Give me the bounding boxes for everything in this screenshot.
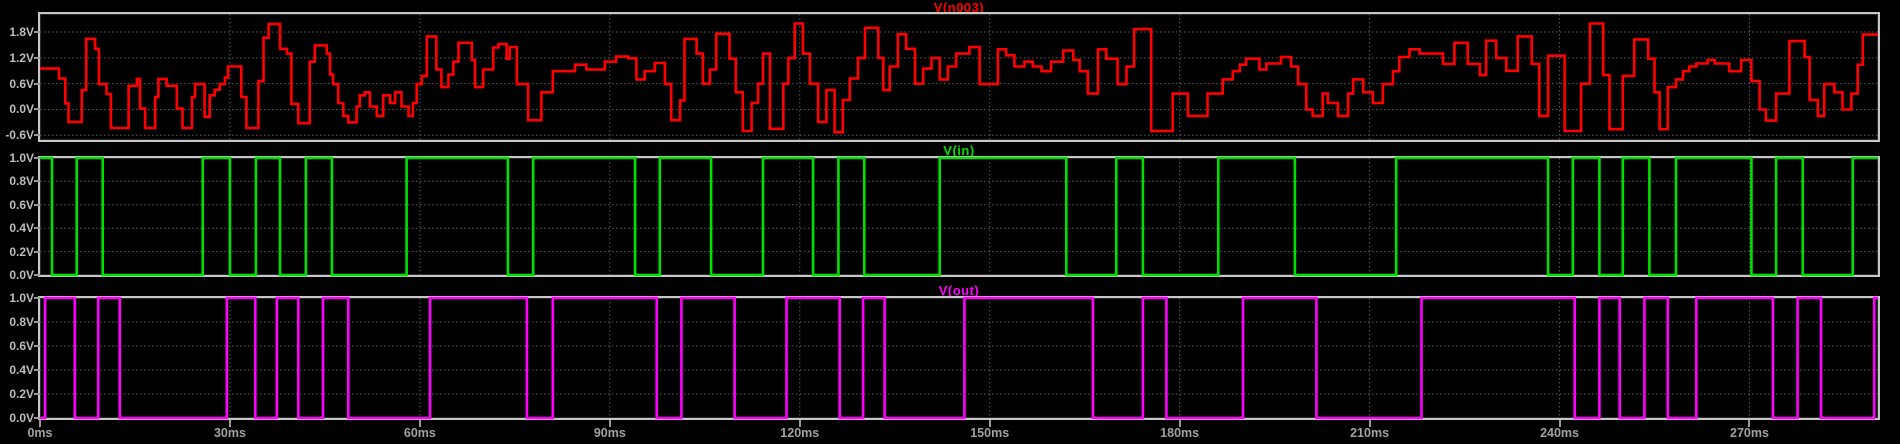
- y-axis-tick-label: 1.2V: [9, 50, 34, 65]
- y-axis-tick-label: -0.6V: [5, 128, 34, 143]
- y-axis-tick-mark: [34, 108, 40, 111]
- y-axis-tick-mark: [34, 56, 40, 59]
- x-axis-tick-label: 30ms: [213, 426, 246, 440]
- x-axis-tick-label: 180ms: [1160, 426, 1200, 440]
- waveform-vin[interactable]: [40, 156, 1878, 277]
- y-axis-tick-mark: [34, 31, 40, 34]
- y-axis-tick-mark: [34, 180, 40, 183]
- x-axis-tick-mark: [39, 420, 41, 427]
- y-axis-tick-label: 0.2V: [9, 244, 34, 259]
- x-axis-tick-label: 240ms: [1540, 426, 1579, 440]
- trace-title-vin: V(in): [943, 143, 975, 158]
- y-axis-tick-mark: [34, 250, 40, 253]
- y-axis-tick-label: 1.0V: [9, 291, 34, 305]
- plot-pane-vn003[interactable]: [38, 12, 1880, 142]
- y-axis-tick-label: 0.4V: [9, 363, 34, 377]
- y-axis-tick-mark: [34, 82, 40, 85]
- x-axis-tick-mark: [1368, 420, 1371, 427]
- waveform-vout[interactable]: [40, 296, 1878, 420]
- y-axis-tick-label: 0.0V: [9, 102, 34, 117]
- trace-title-vn003: V(n003): [933, 0, 985, 15]
- y-axis-tick-label: 0.0V: [9, 411, 34, 425]
- waveform-vn003[interactable]: [40, 14, 1878, 140]
- y-axis-tick-mark: [34, 417, 40, 419]
- x-axis-tick-mark: [1558, 420, 1561, 427]
- y-axis-tick-mark: [34, 134, 40, 137]
- y-axis-tick-label: 1.8V: [9, 25, 34, 40]
- trace-V(out): [40, 296, 1878, 420]
- y-axis-tick-label: 0.8V: [9, 315, 34, 329]
- x-axis-tick-label: 150ms: [970, 426, 1010, 440]
- x-axis-tick-label: 270ms: [1730, 426, 1769, 440]
- x-axis-tick-label: 120ms: [780, 426, 820, 440]
- trace-title-vout: V(out): [938, 283, 980, 298]
- y-axis-tick-mark: [34, 203, 40, 206]
- y-axis-tick-mark: [34, 345, 40, 347]
- y-axis-tick-label: 0.8V: [9, 174, 34, 189]
- y-axis-tick-label: 0.6V: [9, 76, 34, 91]
- y-axis-tick-mark: [34, 297, 40, 299]
- x-axis-tick-mark: [988, 420, 991, 427]
- y-axis-tick-label: 1.0V: [9, 151, 34, 165]
- y-axis-tick-mark: [34, 321, 40, 323]
- x-axis-tick-mark: [1748, 420, 1751, 427]
- y-axis-tick-mark: [34, 157, 40, 159]
- trace-V(in): [40, 156, 1878, 277]
- y-axis-tick-label: 0.2V: [9, 387, 34, 401]
- y-axis-tick-label: 0.4V: [9, 221, 34, 236]
- x-axis-tick-label: 210ms: [1350, 426, 1390, 440]
- y-axis-tick-mark: [34, 369, 40, 371]
- x-axis-tick-mark: [798, 420, 801, 427]
- y-axis-tick-mark: [34, 227, 40, 230]
- x-axis-tick-label: 90ms: [593, 426, 626, 440]
- plot-pane-vout[interactable]: [38, 296, 1880, 420]
- y-axis-tick-mark: [34, 274, 40, 276]
- x-axis-tick-mark: [228, 420, 231, 427]
- y-axis-tick-label: 0.0V: [9, 268, 34, 282]
- y-axis-tick-label: 0.6V: [9, 339, 34, 353]
- x-axis-tick-mark: [418, 420, 421, 427]
- x-axis-tick-mark: [1178, 420, 1181, 427]
- y-axis-tick-label: 0.6V: [9, 197, 34, 212]
- y-axis-tick-mark: [34, 393, 40, 395]
- x-axis-tick-label: 0ms: [27, 426, 53, 440]
- x-axis-tick-mark: [608, 420, 611, 427]
- plot-pane-vin[interactable]: [38, 156, 1880, 277]
- trace-V(n003): [40, 22, 1878, 134]
- x-axis-tick-label: 60ms: [403, 426, 436, 440]
